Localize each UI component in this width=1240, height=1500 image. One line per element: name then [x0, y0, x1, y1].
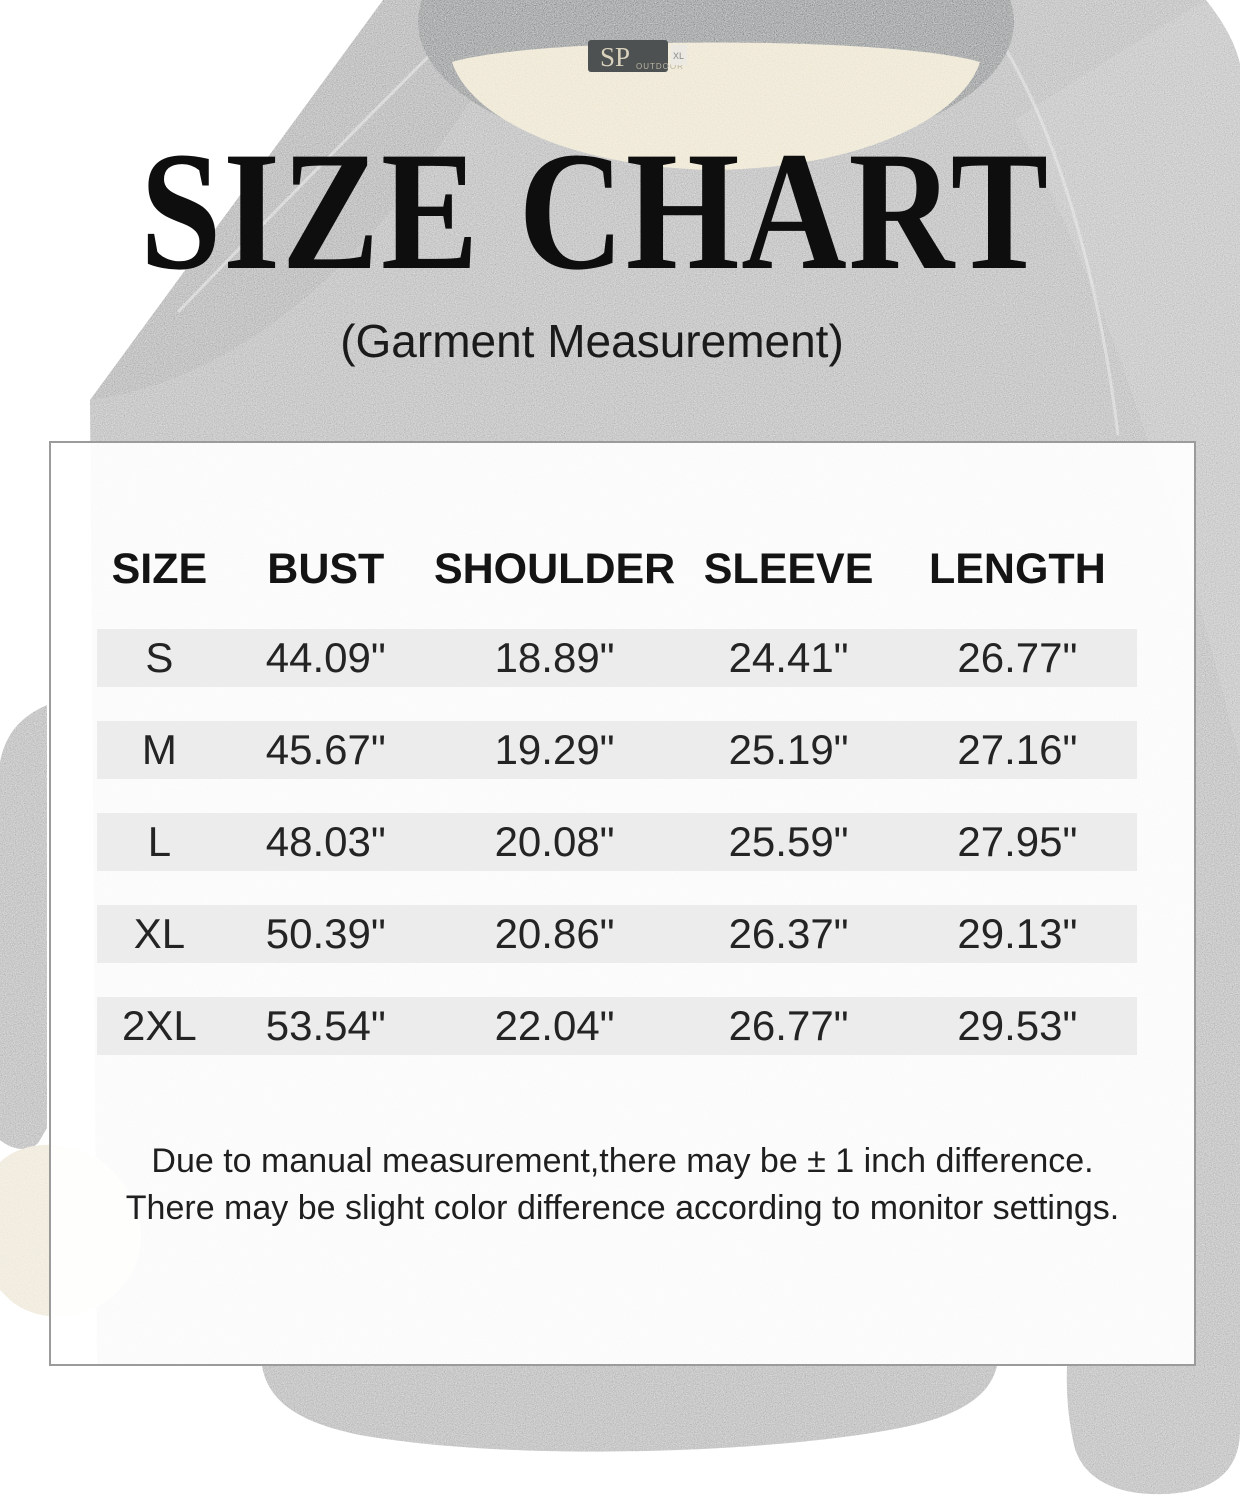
neck-size-label: XL	[673, 51, 684, 61]
cell-sleeve: 25.59"	[728, 818, 849, 865]
cell-length: 29.13"	[957, 910, 1078, 957]
table-row-xl: XL 50.39" 20.86" 26.37" 29.13"	[97, 905, 1137, 963]
cell-size: M	[141, 726, 177, 773]
measurement-notes: Due to manual measurement,there may be ±…	[51, 1138, 1194, 1232]
cell-length: 27.95"	[957, 818, 1078, 865]
left-sleeve	[0, 705, 47, 1149]
cell-length: 29.53"	[957, 1002, 1078, 1049]
cell-length: 26.77"	[957, 634, 1078, 681]
left-shoulder-shading	[90, 0, 540, 400]
cell-size: XL	[133, 910, 186, 957]
cell-sleeve: 24.41"	[728, 634, 849, 681]
cell-shoulder: 22.04"	[494, 1002, 615, 1049]
page-subtitle: (Garment Measurement)	[340, 315, 844, 367]
table-header-row: SIZE BUST SHOULDER SLEEVE LENGTH	[97, 529, 1137, 609]
cell-shoulder: 19.29"	[494, 726, 615, 773]
size-table: SIZE BUST SHOULDER SLEEVE LENGTH S 44.09…	[97, 529, 1137, 1089]
brand-logo-text: SP	[600, 42, 630, 72]
cell-sleeve: 26.37"	[728, 910, 849, 957]
cell-length: 27.16"	[957, 726, 1078, 773]
column-header-length: LENGTH	[928, 544, 1106, 593]
column-header-size: SIZE	[111, 544, 208, 593]
cell-size: L	[147, 818, 172, 865]
table-row-l: L 48.03" 20.08" 25.59" 27.95"	[97, 813, 1137, 871]
table-row-m: M 45.67" 19.29" 25.19" 27.16"	[97, 721, 1137, 779]
table-row-s: S 44.09" 18.89" 24.41" 26.77"	[97, 629, 1137, 687]
cell-shoulder: 18.89"	[494, 634, 615, 681]
cell-size: S	[145, 634, 174, 681]
note-line-1: Due to manual measurement,there may be ±…	[151, 1142, 1094, 1180]
right-shoulder-seam	[1003, 47, 1120, 436]
left-shoulder-seam	[176, 53, 432, 314]
cell-sleeve: 25.19"	[728, 726, 849, 773]
bottom-hem	[262, 1366, 997, 1452]
cell-size: 2XL	[122, 1002, 197, 1049]
column-header-bust: BUST	[267, 544, 385, 593]
cell-bust: 48.03"	[265, 818, 386, 865]
brand-logo-sub-text: OUTDOOR	[636, 62, 684, 71]
collar-fleece	[452, 42, 980, 170]
cell-shoulder: 20.08"	[494, 818, 615, 865]
neck-size-tag	[671, 45, 687, 65]
cell-bust: 50.39"	[265, 910, 386, 957]
brand-tag: SP OUTDOOR XL	[588, 40, 687, 72]
column-header-shoulder: SHOULDER	[433, 544, 676, 593]
size-chart-card: SIZE BUST SHOULDER SLEEVE LENGTH S 44.09…	[49, 441, 1196, 1366]
cell-bust: 45.67"	[265, 726, 386, 773]
cell-sleeve: 26.77"	[728, 1002, 849, 1049]
table-row-2xl: 2XL 53.54" 22.04" 26.77" 29.53"	[97, 997, 1137, 1055]
page-title: SIZE CHART	[140, 117, 1050, 305]
cell-bust: 53.54"	[265, 1002, 386, 1049]
right-sleeve-bottom	[1066, 1366, 1240, 1495]
cell-bust: 44.09"	[265, 634, 386, 681]
note-line-2: There may be slight color difference acc…	[125, 1189, 1120, 1227]
right-arm-highlight	[1015, 0, 1240, 760]
cell-shoulder: 20.86"	[494, 910, 615, 957]
column-header-sleeve: SLEEVE	[703, 544, 874, 593]
brand-tag-base	[588, 40, 668, 72]
